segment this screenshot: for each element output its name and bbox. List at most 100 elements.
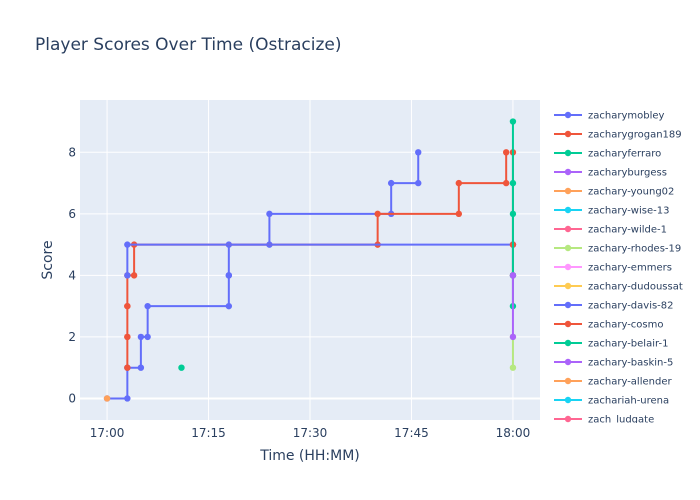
legend-marker [564,358,572,366]
data-point [509,364,517,371]
y-axis-title: Score [40,240,56,279]
legend-label: zacharygrogan189 [588,130,682,141]
series-zacharyferraro [178,364,185,371]
legend-label: zachary-wise-13 [588,206,669,217]
legend-marker [564,377,572,385]
data-point [502,149,510,156]
series-zachary-young02 [103,395,111,402]
y-tick-label: 0 [68,391,76,405]
data-point [387,179,395,187]
legend-label: zachariah-urena [588,396,669,407]
legend-marker [564,396,572,404]
data-point [509,179,517,187]
legend-marker [564,301,572,309]
x-tick-label: 17:45 [394,426,429,440]
data-point [130,272,138,279]
legend-label: zachary-dudoussat [588,282,683,293]
legend-marker [564,244,572,252]
x-tick-label: 17:00 [90,426,125,440]
legend-label: zachary-allender [588,377,672,388]
legend-marker [564,339,572,347]
data-point [144,302,151,310]
legend-label: zach_ludgate [588,415,654,426]
legend-marker [564,187,572,195]
grid-lines [80,100,540,420]
legend-label: zachary-emmers [588,263,672,274]
legend-item-zachary-dudoussat[interactable]: zachary-dudoussat [554,282,683,293]
legend-item-zachary-young02[interactable]: zachary-young02 [554,187,674,198]
data-point [455,179,463,187]
legend-item-zachary-emmers[interactable]: zachary-emmers [554,263,672,274]
legend-item-zacharyferraro[interactable]: zacharyferraro [554,149,661,160]
legend-item-zachary-baskin-5[interactable]: zachary-baskin-5 [554,358,673,369]
data-point [178,364,185,371]
legend-marker [564,111,572,119]
legend-label: zachary-young02 [588,187,674,198]
data-point [509,333,517,341]
legend-label: zachary-cosmo [588,320,664,331]
legend-item-zachariah-urena[interactable]: zachariah-urena [554,396,669,407]
legend[interactable]: zacharymobley zacharygrogan189 zacharyferr… [554,111,683,426]
y-tick-label: 2 [68,330,76,344]
legend-label: zachary-belair-1 [588,339,668,350]
x-tick-label: 18:00 [496,426,531,440]
legend-item-zachary-allender[interactable]: zachary-allender [554,377,672,388]
y-tick-label: 6 [68,207,76,221]
data-point [509,272,517,279]
legend-marker [564,320,572,328]
x-axis-title: Time (HH:MM) [259,448,360,464]
data-point [374,210,381,218]
legend-item-zachary-cosmo[interactable]: zachary-cosmo [554,320,664,331]
data-point [225,272,233,279]
legend-item-zachary-wilde-1[interactable]: zachary-wilde-1 [554,225,667,236]
data-point [103,395,111,402]
legend-label: zachary-davis-82 [588,301,674,312]
legend-marker [564,130,572,138]
series-lines [103,118,517,402]
legend-item-zacharyburgess[interactable]: zacharyburgess [554,168,667,179]
data-point [509,210,517,218]
y-tick-label: 4 [68,268,76,282]
legend-label: zacharyferraro [588,149,661,160]
legend-item-zach_ludgate[interactable]: zach_ludgate [554,415,654,426]
legend-item-zacharygrogan189[interactable]: zacharygrogan189 [554,130,682,141]
x-tick-label: 17:15 [191,426,226,440]
legend-marker [564,168,572,176]
data-point [502,179,510,187]
legend-marker [564,149,572,157]
legend-marker [564,415,572,423]
legend-item-zachary-rhodes-19[interactable]: zachary-rhodes-19 [554,244,681,255]
data-point [225,302,233,310]
chart-title: Player Scores Over Time (Ostracize) [35,35,342,55]
legend-label: zachary-wilde-1 [588,225,667,236]
data-point [124,241,131,248]
legend-marker [564,206,572,214]
data-point [137,364,145,371]
legend-item-zachary-belair-1[interactable]: zachary-belair-1 [554,339,668,350]
axis-ticks: 17:00 17:15 17:30 17:45 18:00 0 2 4 6 8 [68,145,530,440]
data-point [124,364,131,371]
data-point [415,149,422,156]
legend-item-zachary-wise-13[interactable]: zachary-wise-13 [554,206,669,217]
y-tick-label: 8 [68,145,76,159]
data-point [144,333,151,341]
data-point [124,302,131,310]
legend-label: zacharyburgess [588,168,667,179]
x-tick-label: 17:30 [293,426,328,440]
data-point [509,118,517,125]
series-zachary-baskin-5 [509,272,517,341]
series-line [107,152,420,400]
data-point [124,272,131,279]
data-point [455,210,463,218]
legend-label: zachary-baskin-5 [588,358,673,369]
data-point [124,333,131,341]
legend-items: zacharymobley zacharygrogan189 zacharyferr… [554,111,683,426]
data-point [124,395,131,402]
data-point [415,179,422,187]
legend-marker [564,225,572,233]
legend-item-zacharymobley[interactable]: zacharymobley [554,111,665,122]
legend-item-zachary-davis-82[interactable]: zachary-davis-82 [554,301,674,312]
data-point [266,210,273,218]
